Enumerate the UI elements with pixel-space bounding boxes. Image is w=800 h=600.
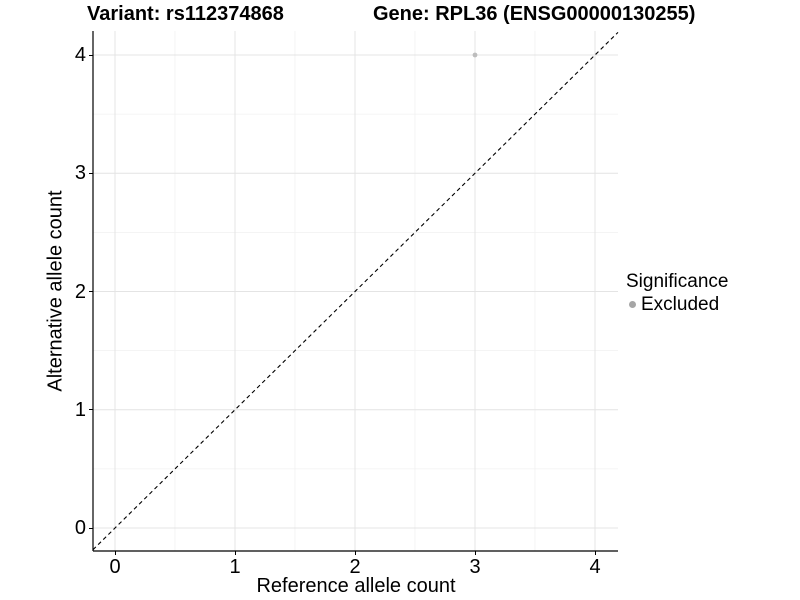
plot-canvas	[92, 31, 619, 552]
x-tick-label: 3	[469, 556, 481, 578]
y-tick-label: 1	[74, 398, 86, 421]
y-tick-mark	[89, 527, 93, 529]
x-tick-label: 0	[109, 556, 121, 578]
y-tick-mark	[89, 172, 93, 174]
legend-title: Significance	[626, 271, 729, 292]
excluded-point-icon	[629, 301, 636, 308]
x-tick-label: 1	[229, 556, 241, 578]
y-tick-mark	[89, 54, 93, 56]
y-tick-label: 4	[74, 44, 86, 66]
y-tick-label: 2	[74, 280, 86, 303]
plot-panel	[92, 31, 619, 552]
identity-reference-line	[92, 31, 619, 551]
y-tick-label: 3	[74, 162, 86, 185]
legend-item-excluded: Excluded	[626, 294, 728, 315]
x-tick-mark	[114, 551, 116, 555]
x-tick-label: 2	[349, 556, 361, 578]
x-tick-mark	[594, 551, 596, 555]
x-tick-label: 4	[589, 556, 601, 578]
data-point	[472, 52, 478, 58]
legend-item-label: Excluded	[641, 294, 720, 315]
y-tick-mark	[89, 409, 93, 411]
x-tick-mark	[354, 551, 356, 555]
legend: Significance Excluded	[626, 271, 728, 315]
y-axis-title: Alternative allele count	[44, 190, 67, 392]
plot-title-variant: Variant: rs112374868	[87, 3, 284, 25]
x-axis-title: Reference allele count	[256, 575, 456, 597]
y-tick-mark	[89, 291, 93, 292]
x-tick-mark	[474, 551, 476, 555]
y-tick-label: 0	[74, 517, 86, 539]
x-tick-mark	[234, 551, 236, 555]
plot-title-gene: Gene: RPL36 (ENSG00000130255)	[373, 3, 696, 25]
